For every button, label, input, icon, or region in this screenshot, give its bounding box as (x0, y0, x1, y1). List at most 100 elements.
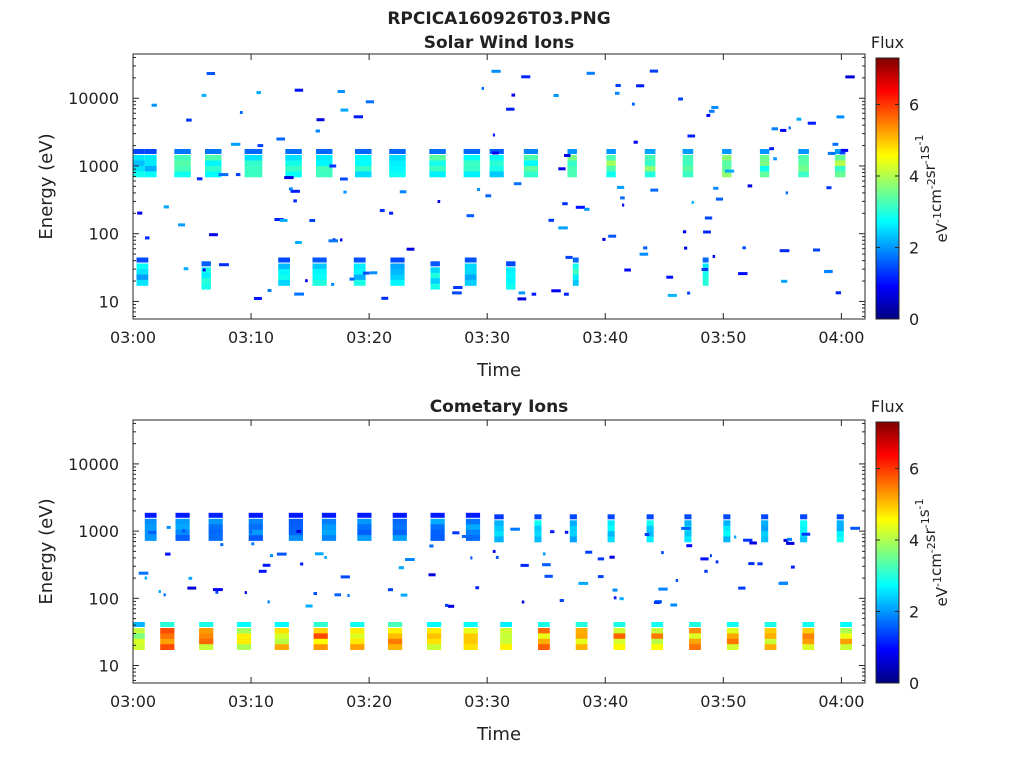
heatmap-cell (350, 633, 365, 640)
heatmap-cell (236, 644, 252, 650)
heatmap-speck (389, 211, 394, 215)
colorbar-label-exponent: -1 (913, 498, 926, 509)
heatmap-cell (606, 149, 616, 154)
heatmap-cell (575, 638, 588, 645)
heatmap-cell (840, 644, 852, 650)
heatmap-cell (689, 633, 701, 640)
heatmap-cell (761, 531, 769, 537)
colorbar-label-unit: eV (933, 222, 951, 242)
heatmap-cell (575, 633, 588, 640)
colorbar-tick-label: 4 (909, 167, 919, 186)
heatmap-speck (801, 532, 811, 536)
heatmap-cell (764, 633, 777, 640)
heatmap-cell (489, 171, 504, 178)
heatmap-cell (429, 160, 446, 167)
heatmap-cell (646, 536, 654, 543)
heatmap-speck (840, 148, 849, 152)
x-axis-label: Time (476, 724, 521, 745)
heatmap-cell (199, 628, 214, 634)
heatmap-cell (144, 160, 157, 167)
heatmap-speck (773, 157, 777, 161)
heatmap-cell (427, 638, 442, 645)
heatmap-speck (706, 113, 711, 117)
heatmap-speck (643, 246, 648, 250)
heatmap-cell (802, 633, 815, 640)
heatmap-cell (313, 633, 328, 640)
heatmap-speck (495, 555, 499, 559)
x-tick-label: 03:10 (228, 328, 274, 347)
heatmap-cell (494, 531, 504, 537)
heatmap-cell (723, 514, 731, 520)
heatmap-cell (651, 638, 664, 645)
heatmap-cell (538, 644, 550, 650)
heatmap-cell (607, 520, 615, 527)
heatmap-speck (262, 563, 271, 567)
heatmap-speck (182, 529, 186, 533)
heatmap-cell (761, 520, 769, 527)
heatmap-cell (726, 638, 739, 645)
heatmap-cell (644, 155, 656, 161)
heatmap-speck (521, 600, 525, 604)
heatmap-cell (494, 536, 504, 543)
heatmap-cell (682, 171, 694, 178)
heatmap-speck (343, 190, 347, 194)
heatmap-speck (151, 103, 157, 107)
heatmap-cell (390, 257, 405, 263)
heatmap-cell (722, 149, 732, 154)
heatmap-speck (313, 592, 317, 595)
heatmap-cell (607, 525, 615, 532)
heatmap-cell (646, 531, 654, 537)
heatmap-cell (244, 149, 263, 154)
heatmap-cell (465, 524, 481, 531)
x-tick-label: 03:00 (110, 328, 156, 347)
heatmap-cell (285, 171, 302, 178)
heatmap-cell (836, 531, 844, 537)
heatmap-cell (759, 155, 770, 161)
colorbar-label: eV-1cm-2sr-1s-1 (913, 134, 951, 242)
heatmap-cell (313, 638, 328, 645)
heatmap-cell (316, 166, 333, 172)
heatmap-speck (381, 296, 389, 300)
heatmap-cell (523, 155, 538, 161)
heatmap-cell (144, 535, 157, 541)
heatmap-speck (757, 562, 763, 566)
heatmap-speck (206, 72, 215, 75)
heatmap-cell (800, 520, 808, 527)
heatmap-cell (834, 166, 846, 172)
heatmap-cell (646, 525, 654, 532)
heatmap-cell (390, 274, 405, 281)
heatmap-cell (430, 518, 445, 525)
heatmap-cell (572, 269, 579, 275)
heatmap-speck (585, 550, 593, 554)
heatmap-speck (163, 593, 166, 597)
heatmap-cell (702, 269, 709, 275)
heatmap-cell (390, 269, 405, 275)
heatmap-speck (517, 297, 527, 301)
heatmap-cell (726, 628, 739, 634)
heatmap-speck (575, 205, 585, 209)
heatmap-cell (840, 633, 852, 640)
heatmap-cell (144, 166, 157, 172)
heatmap-speck (691, 200, 694, 204)
heatmap-cell (464, 263, 477, 270)
heatmap-cell (764, 638, 777, 645)
heatmap-speck (510, 527, 520, 531)
heatmap-speck (597, 575, 604, 579)
heatmap-speck (845, 75, 855, 79)
x-tick-label: 03:30 (464, 328, 510, 347)
heatmap-cell (144, 524, 157, 531)
heatmap-cell (689, 644, 701, 650)
heatmap-cell (144, 171, 157, 178)
heatmap-cell (836, 514, 844, 520)
heatmap-speck (492, 151, 499, 155)
heatmap-speck (294, 88, 304, 92)
heatmap-speck (470, 556, 473, 560)
heatmap-speck (633, 140, 638, 144)
heatmap-cell (244, 155, 263, 161)
heatmap-cells (133, 512, 852, 650)
colorbar-label-exponent: -1 (919, 517, 932, 528)
heatmap-speck (429, 544, 434, 548)
heatmap-speck (475, 586, 480, 590)
heatmap-cell (723, 525, 731, 532)
heatmap-speck (258, 569, 267, 573)
